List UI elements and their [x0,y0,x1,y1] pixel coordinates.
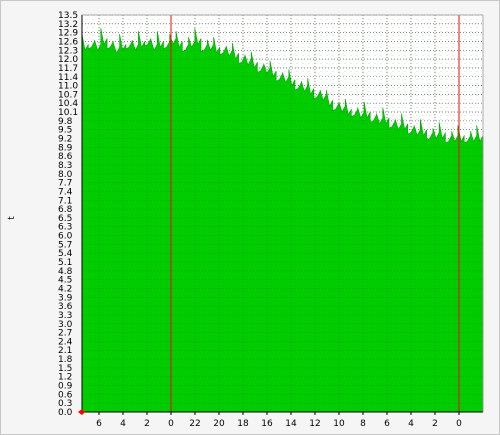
y-tick-label: 4.8 [58,267,73,277]
x-tick-label: 18 [237,419,249,429]
x-tick-label: 6 [384,419,390,429]
x-tick-label: 0 [168,419,174,429]
y-tick-label: 13.5 [58,11,78,21]
x-tick-label: 4 [408,419,414,429]
y-tick-label: 8.3 [58,161,72,171]
y-axis-label: t [7,216,17,220]
y-tick-label: 9.8 [58,117,73,127]
y-tick-label: 11.7 [58,64,78,74]
y-tick-label: 3.0 [58,320,73,330]
x-tick-label: 0 [456,419,462,429]
x-tick-label: 20 [213,419,225,429]
x-tick-label: 14 [285,419,297,429]
y-tick-label: 5.1 [58,258,72,268]
x-tick-label: 22 [189,419,200,429]
y-tick-label: 3.3 [58,311,72,321]
y-tick-label: 6.3 [58,223,72,233]
x-tick-label: 2 [432,419,438,429]
y-tick-label: 2.4 [58,337,73,347]
y-tick-label: 7.7 [58,179,72,189]
x-tick-label: 6 [96,419,102,429]
y-tick-label: 0.6 [58,390,73,400]
y-tick-label: 6.0 [58,232,73,242]
y-tick-label: 4.2 [58,284,72,294]
y-tick-label: 3.9 [58,293,73,303]
x-tick-label: 10 [333,419,345,429]
y-tick-label: 7.4 [58,187,73,197]
x-tick-label: 4 [120,419,126,429]
y-tick-label: 12.6 [58,37,78,47]
y-tick-label: 12.0 [58,55,78,65]
y-tick-label: 2.1 [58,346,72,356]
y-tick-label: 13.2 [58,20,78,30]
y-tick-label: 5.4 [58,249,73,259]
y-tick-label: 3.6 [58,302,73,312]
y-tick-labels: 0.00.30.60.91.21.51.82.12.42.73.03.33.63… [58,11,78,418]
y-tick-label: 1.5 [58,364,72,374]
y-tick-label: 0.9 [58,382,73,392]
x-tick-labels: 6 4 2 0 22 20 18 16 14 12 10 8 6 4 2 0 [96,419,462,429]
series-area [81,28,484,413]
x-tick-label: 16 [261,419,273,429]
y-tick-label: 9.5 [58,126,72,136]
y-tick-label: 10.4 [58,99,78,109]
origin-marker [78,409,85,415]
y-tick-label: 11.0 [58,82,78,92]
y-tick-label: 10.1 [58,108,78,118]
y-tick-label: 0.0 [58,408,73,418]
y-tick-label: 4.5 [58,276,72,286]
y-tick-label: 8.6 [58,152,73,162]
y-tick-label: 0.3 [58,399,72,409]
y-tick-label: 2.7 [58,329,72,339]
y-tick-label: 1.2 [58,373,72,383]
axes [78,14,484,415]
y-tick-label: 11.4 [58,73,78,83]
y-tick-label: 1.8 [58,355,73,365]
y-tick-label: 9.2 [58,135,72,145]
y-tick-label: 6.8 [58,205,73,215]
y-tick-label: 6.5 [58,214,72,224]
x-tick-label: 8 [360,419,366,429]
y-tick-label: 7.1 [58,196,72,206]
y-tick-label: 5.7 [58,240,72,250]
x-tick-label: 2 [144,419,150,429]
y-tick-label: 10.7 [58,90,78,100]
y-tick-label: 12.3 [58,46,78,56]
day-markers [170,15,460,412]
x-tick-label: 12 [309,419,320,429]
y-tick-label: 12.9 [58,29,78,39]
y-tick-label: 8.9 [58,143,73,153]
y-tick-label: 8.0 [58,170,73,180]
